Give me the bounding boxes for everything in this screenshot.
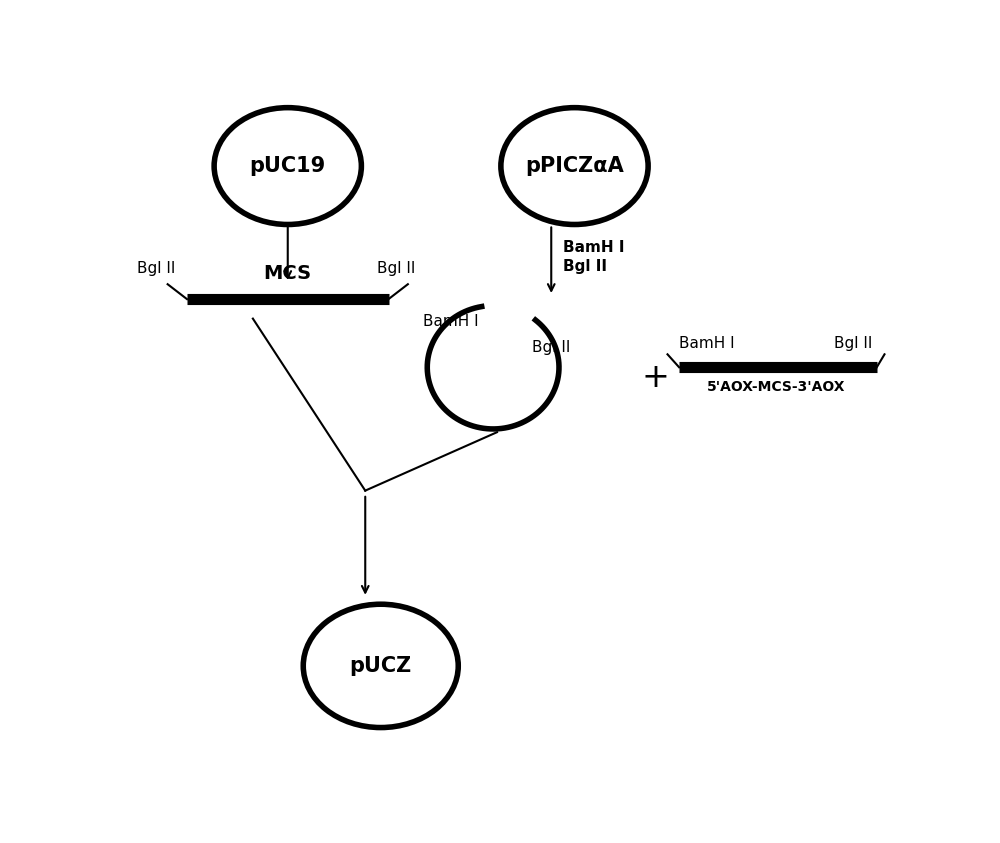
Text: Bgl II: Bgl II [834,336,873,351]
Text: pUC19: pUC19 [250,156,326,176]
Text: pPICZαA: pPICZαA [525,156,624,176]
Text: Bgl II: Bgl II [563,259,607,274]
Text: Bgl II: Bgl II [137,261,175,277]
Text: +: + [642,361,670,394]
Text: BamH I: BamH I [563,239,624,255]
Text: MCS: MCS [264,264,312,283]
Text: Bgl II: Bgl II [532,341,570,355]
Text: Bgl II: Bgl II [377,261,415,277]
Text: 5'AOX-MCS-3'AOX: 5'AOX-MCS-3'AOX [707,380,845,395]
Text: BamH I: BamH I [423,314,479,330]
Text: pUCZ: pUCZ [350,656,412,676]
Text: BamH I: BamH I [679,336,735,351]
